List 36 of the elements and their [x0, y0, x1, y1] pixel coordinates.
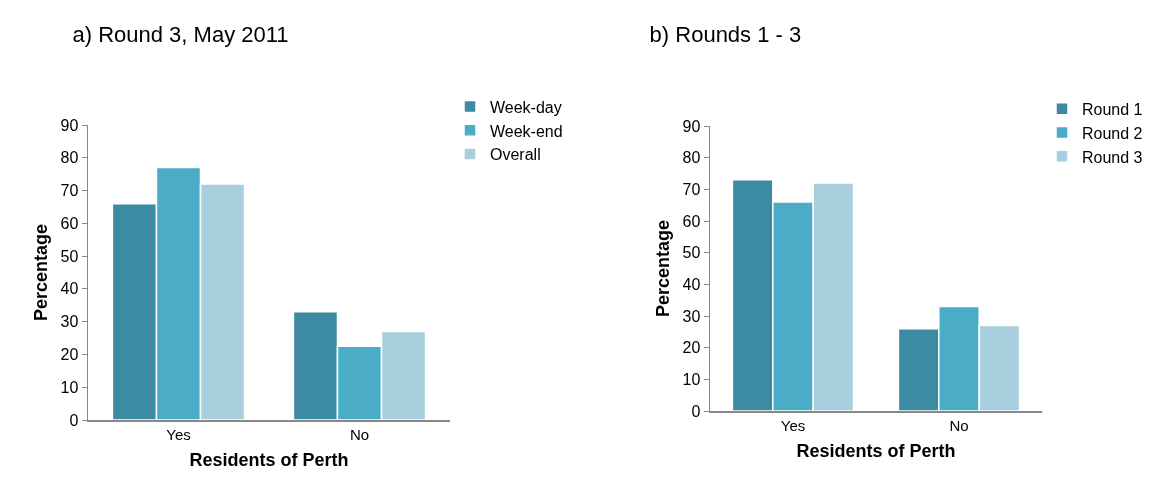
x-tick-label: No [949, 416, 969, 434]
y-axis-title: Percentage [30, 223, 51, 322]
y-tick-label: 50 [60, 247, 79, 265]
y-tick-label: 80 [682, 149, 701, 167]
x-axis-title: Residents of Perth [796, 441, 956, 462]
y-tick-label: 20 [682, 339, 701, 357]
legend-label: Round 1 [1082, 100, 1143, 118]
y-tick-label: 30 [60, 313, 79, 331]
legend-label: Round 3 [1082, 148, 1143, 166]
y-tick-label: 0 [69, 411, 79, 429]
y-tick-label: 60 [682, 212, 701, 230]
x-tick-label: Yes [780, 416, 806, 434]
y-tick-label: 90 [60, 116, 79, 134]
y-axis-title: Percentage [652, 219, 673, 318]
legend-label: Week-end [490, 122, 563, 140]
y-tick-label: 40 [60, 280, 79, 298]
chart-title: b) Rounds 1 - 3 [649, 22, 802, 48]
y-tick-label: 70 [60, 182, 79, 200]
y-tick-label: 30 [682, 307, 701, 325]
legend-label: Round 2 [1082, 124, 1143, 142]
legend-label: Overall [490, 146, 541, 164]
y-tick-label: 80 [60, 149, 79, 167]
y-tick-label: 70 [682, 180, 701, 198]
y-tick-label: 10 [60, 378, 79, 396]
y-tick-label: 50 [682, 244, 701, 262]
y-tick-label: 40 [682, 275, 701, 293]
x-axis-title: Residents of Perth [189, 450, 349, 471]
x-tick-label: Yes [166, 425, 191, 443]
legend-label: Week-day [490, 98, 562, 116]
chart-title: a) Round 3, May 2011 [72, 22, 289, 48]
x-tick-label: No [349, 425, 370, 443]
y-tick-label: 20 [60, 346, 79, 364]
y-tick-label: 90 [682, 117, 701, 135]
y-tick-label: 60 [60, 214, 79, 232]
y-tick-label: 0 [691, 402, 701, 420]
y-tick-label: 10 [682, 370, 701, 388]
